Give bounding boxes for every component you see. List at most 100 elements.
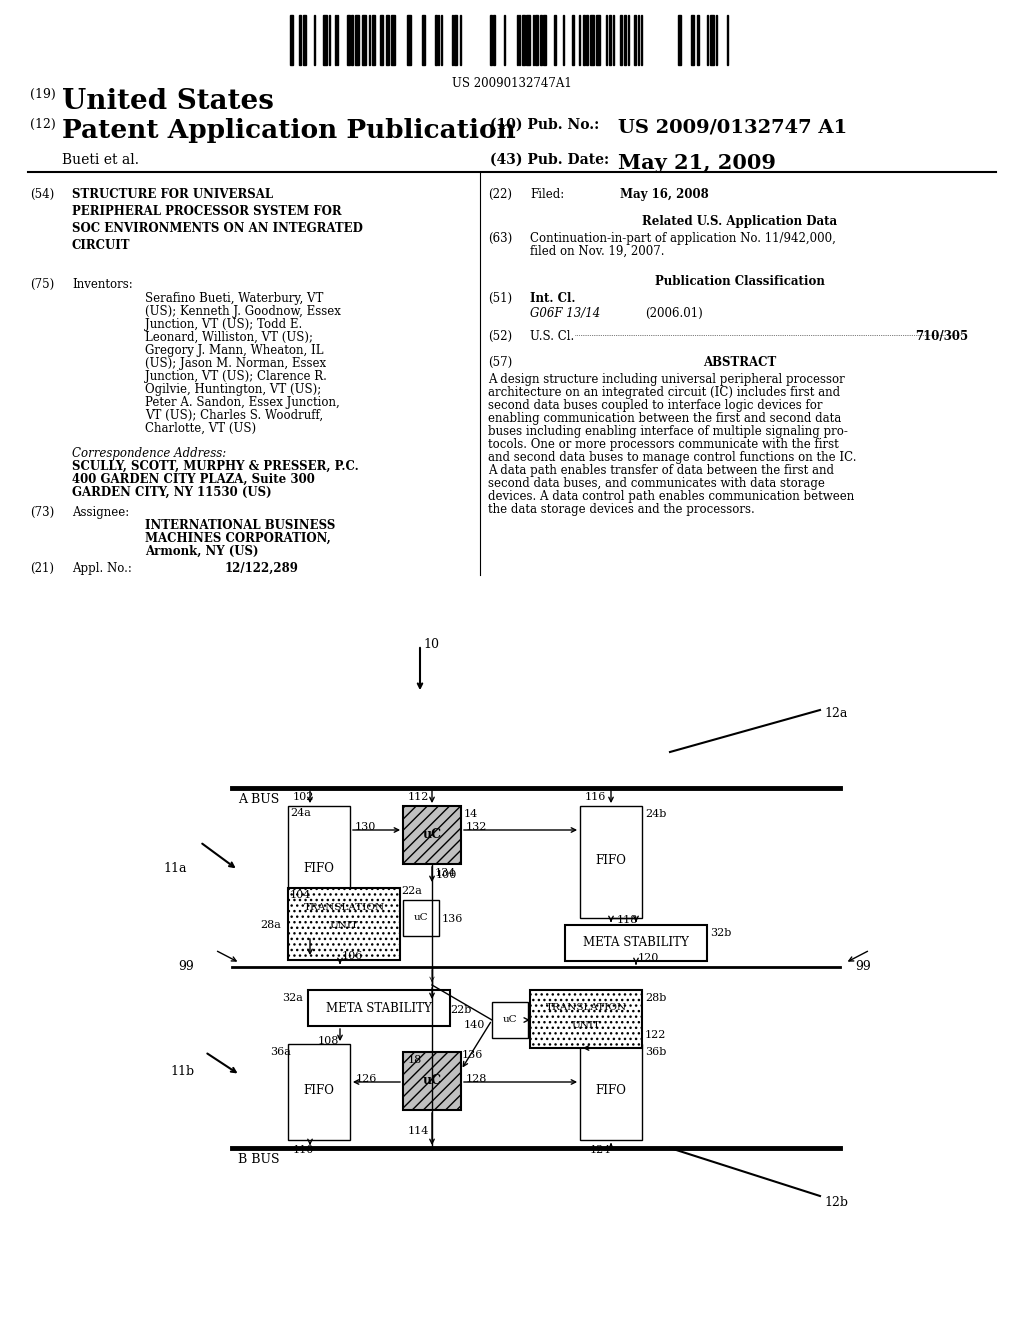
Text: 112: 112 — [408, 792, 429, 803]
Bar — [490, 15, 492, 65]
Text: 22a: 22a — [401, 886, 422, 896]
Text: Int. Cl.: Int. Cl. — [530, 292, 575, 305]
Text: 124: 124 — [590, 1144, 611, 1155]
Text: 11b: 11b — [170, 1065, 195, 1078]
Bar — [620, 15, 622, 65]
Text: 114: 114 — [408, 1126, 429, 1137]
Text: 28a: 28a — [260, 920, 281, 931]
Text: Related U.S. Application Data: Related U.S. Application Data — [642, 215, 838, 228]
Text: 99: 99 — [178, 960, 194, 973]
Text: 99: 99 — [855, 960, 870, 973]
Text: (2006.01): (2006.01) — [645, 308, 702, 319]
Bar — [530, 990, 642, 1048]
Text: SCULLY, SCOTT, MURPHY & PRESSER, P.C.: SCULLY, SCOTT, MURPHY & PRESSER, P.C. — [72, 459, 358, 473]
Bar — [435, 15, 437, 65]
Bar — [590, 15, 594, 65]
Text: second data buses, and communicates with data storage: second data buses, and communicates with… — [488, 477, 825, 490]
Text: Publication Classification: Publication Classification — [655, 275, 825, 288]
Bar — [586, 15, 588, 65]
Text: Correspondence Address:: Correspondence Address: — [72, 447, 226, 459]
Bar — [403, 1052, 461, 1110]
Text: FIFO: FIFO — [303, 1084, 335, 1097]
Bar — [403, 807, 461, 865]
Bar — [572, 15, 574, 65]
Bar — [454, 15, 457, 65]
Text: 36b: 36b — [645, 1047, 667, 1057]
Text: architecture on an integrated circuit (IC) includes first and: architecture on an integrated circuit (I… — [488, 385, 840, 399]
Bar — [288, 1044, 350, 1140]
Text: 18: 18 — [408, 1055, 422, 1065]
Text: 12a: 12a — [824, 708, 848, 719]
Bar — [372, 15, 375, 65]
Text: INTERNATIONAL BUSINESS: INTERNATIONAL BUSINESS — [145, 519, 336, 532]
Text: (52): (52) — [488, 330, 512, 343]
Text: 128: 128 — [466, 1074, 487, 1084]
Text: 140: 140 — [464, 1020, 485, 1030]
Text: G06F 13/14: G06F 13/14 — [530, 308, 600, 319]
Bar — [362, 15, 366, 65]
Text: the data storage devices and the processors.: the data storage devices and the process… — [488, 503, 755, 516]
Bar — [492, 1002, 528, 1038]
Text: U.S. Cl.: U.S. Cl. — [530, 330, 574, 343]
Bar — [596, 15, 600, 65]
Bar — [303, 15, 306, 65]
Text: Charlotte, VT (US): Charlotte, VT (US) — [145, 422, 256, 436]
Text: and second data buses to manage control functions on the IC.: and second data buses to manage control … — [488, 451, 856, 465]
Bar — [697, 15, 699, 65]
Text: (12): (12) — [30, 117, 55, 131]
Bar — [493, 15, 495, 65]
Bar — [583, 15, 585, 65]
Bar — [580, 1044, 642, 1140]
Text: Assignee:: Assignee: — [72, 506, 129, 519]
Text: 120: 120 — [638, 953, 659, 964]
Bar — [308, 990, 450, 1026]
Text: uC: uC — [423, 1073, 441, 1086]
Text: (US); Kenneth J. Goodnow, Essex: (US); Kenneth J. Goodnow, Essex — [145, 305, 341, 318]
Text: 122: 122 — [645, 1030, 667, 1040]
Text: FIFO: FIFO — [596, 1084, 627, 1097]
Bar — [351, 15, 353, 65]
Text: 126: 126 — [356, 1074, 378, 1084]
Bar — [535, 15, 538, 65]
Text: 136: 136 — [462, 1049, 483, 1060]
Text: UNIT: UNIT — [330, 921, 358, 931]
Text: enabling communication between the first and second data: enabling communication between the first… — [488, 412, 842, 425]
Text: 110: 110 — [293, 1144, 314, 1155]
Text: Junction, VT (US); Clarence R.: Junction, VT (US); Clarence R. — [145, 370, 327, 383]
Text: 32b: 32b — [710, 928, 731, 939]
Text: TRANSLATION: TRANSLATION — [303, 903, 385, 912]
Text: 132: 132 — [466, 822, 487, 832]
Bar — [380, 15, 383, 65]
Bar — [691, 15, 694, 65]
Bar — [347, 15, 350, 65]
Text: A design structure including universal peripheral processor: A design structure including universal p… — [488, 374, 845, 385]
Bar — [580, 807, 642, 917]
Text: 24b: 24b — [645, 809, 667, 818]
Text: 104: 104 — [290, 890, 311, 900]
Text: 12/122,289: 12/122,289 — [225, 562, 299, 576]
Bar — [554, 15, 556, 65]
Text: buses including enabling interface of multiple signaling pro-: buses including enabling interface of mu… — [488, 425, 848, 438]
Text: 10: 10 — [423, 638, 439, 651]
Text: 130: 130 — [355, 822, 377, 832]
Text: Patent Application Publication: Patent Application Publication — [62, 117, 516, 143]
Text: A data path enables transfer of data between the first and: A data path enables transfer of data bet… — [488, 465, 834, 477]
Text: 36a: 36a — [270, 1047, 291, 1057]
Text: (73): (73) — [30, 506, 54, 519]
Bar — [678, 15, 681, 65]
Bar — [386, 15, 389, 65]
Text: Armonk, NY (US): Armonk, NY (US) — [145, 545, 258, 558]
Text: 12b: 12b — [824, 1196, 848, 1209]
Text: uC: uC — [423, 828, 441, 841]
Text: May 21, 2009: May 21, 2009 — [618, 153, 776, 173]
Bar — [543, 15, 546, 65]
Bar — [540, 15, 542, 65]
Bar — [624, 15, 626, 65]
Text: GARDEN CITY, NY 11530 (US): GARDEN CITY, NY 11530 (US) — [72, 486, 271, 499]
Text: 400 GARDEN CITY PLAZA, Suite 300: 400 GARDEN CITY PLAZA, Suite 300 — [72, 473, 314, 486]
Text: (51): (51) — [488, 292, 512, 305]
Bar — [288, 807, 350, 936]
Text: Appl. No.:: Appl. No.: — [72, 562, 132, 576]
Text: MACHINES CORPORATION,: MACHINES CORPORATION, — [145, 532, 331, 545]
Text: (63): (63) — [488, 232, 512, 246]
